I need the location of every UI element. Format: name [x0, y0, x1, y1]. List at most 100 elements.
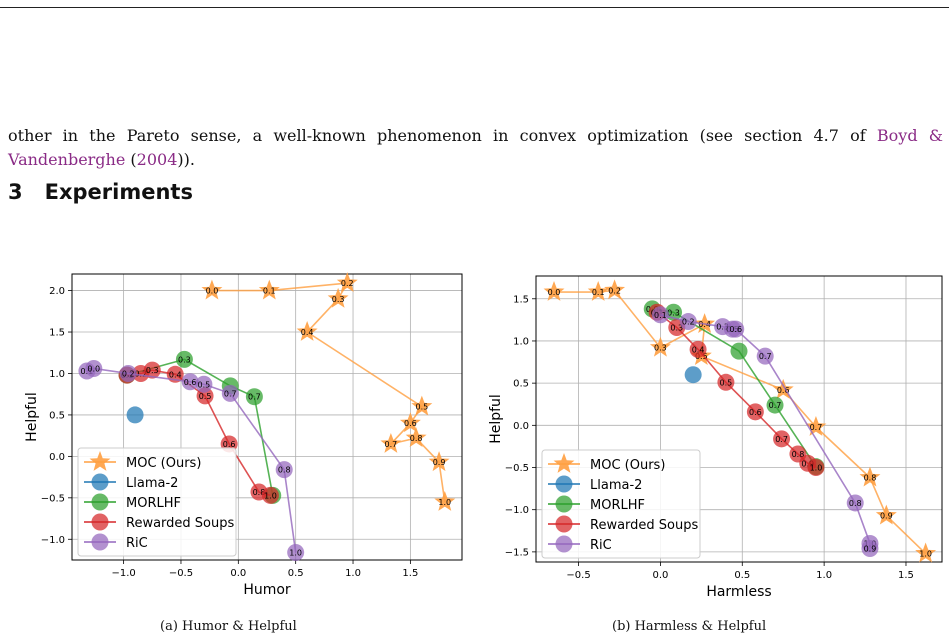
point-label: 1.0 [438, 498, 451, 507]
legend-label: MORLHF [590, 498, 645, 513]
y-axis-label: Helpful [488, 394, 504, 444]
legend-circle-marker [91, 493, 109, 511]
x-tick-label: 1.5 [402, 568, 418, 579]
plot-frame [71, 273, 463, 561]
point-label: 0.4 [301, 328, 314, 337]
point-label: 0.7 [759, 352, 772, 361]
point-label: 0.9 [801, 459, 814, 468]
star-marker [859, 466, 881, 487]
point-label: 1.0 [289, 549, 302, 558]
legend-label: RiC [126, 536, 148, 551]
body-paragraph: other in the Pareto sense, a well-known … [8, 124, 943, 172]
point-label: 0.8 [278, 466, 291, 475]
legend-label: Rewarded Soups [590, 518, 698, 533]
x-tick-label: 0.5 [288, 568, 304, 579]
circle-marker [717, 373, 735, 391]
circle-marker [679, 313, 697, 331]
star-marker [805, 416, 827, 436]
circle-marker [766, 396, 784, 414]
star-marker [543, 281, 565, 301]
x-tick-label: −1.0 [111, 568, 135, 579]
top-rule [0, 7, 949, 8]
circle-marker [85, 360, 103, 378]
legend-star-marker [89, 451, 111, 471]
point-label: 0.0 [87, 365, 100, 374]
point-label: 0.3 [178, 355, 191, 364]
y-tick-label: 0.5 [513, 379, 529, 390]
point-label: 0.8 [792, 450, 805, 459]
star-marker [258, 279, 280, 300]
legend-circle-marker [555, 515, 573, 533]
circle-marker [861, 540, 879, 558]
point-label: 0.8 [864, 474, 877, 483]
circle-marker [684, 366, 702, 384]
circle-marker [287, 544, 305, 562]
paragraph-text-end: )). [177, 150, 195, 169]
y-tick-label: −1.0 [505, 505, 529, 516]
point-label: 0.2 [341, 279, 354, 288]
y-tick-label: 2.0 [49, 286, 65, 297]
legend-label: Llama-2 [590, 478, 642, 493]
circle-marker [727, 320, 745, 338]
point-label: 0.7 [810, 423, 823, 432]
legend-circle-marker [91, 533, 109, 551]
x-tick-label: 1.5 [898, 570, 914, 581]
point-label: 0.3 [332, 295, 345, 304]
point-label: 0.1 [654, 311, 667, 320]
y-axis-label: Helpful [24, 392, 40, 442]
point-label: 0.8 [253, 488, 266, 497]
section-heading: 3 Experiments [8, 180, 193, 204]
circle-marker [651, 306, 669, 324]
point-label: 0.6 [404, 419, 417, 428]
point-label: 0.3 [716, 323, 729, 332]
point-label: 0.4 [692, 345, 705, 354]
circle-marker [689, 340, 707, 358]
point-label: 0.0 [206, 287, 219, 296]
star-marker [604, 279, 626, 300]
caption-b: (b) Harmless & Helpful [612, 619, 767, 634]
section-title: Experiments [44, 180, 193, 204]
point-label: 0.6 [223, 440, 236, 449]
star-marker [875, 504, 897, 525]
circle-marker [245, 388, 263, 406]
y-tick-label: −1.0 [41, 535, 65, 546]
point-label: 0.5 [199, 392, 212, 401]
point-label: 0.3 [667, 308, 680, 317]
point-label: 0.9 [864, 545, 877, 554]
star-marker [694, 313, 716, 333]
point-label: 0.5 [720, 378, 733, 387]
point-label: 0.6 [749, 408, 762, 417]
y-tick-label: 0.5 [49, 410, 65, 421]
point-label: 1.0 [919, 550, 932, 559]
point-label: 0.1 [592, 288, 605, 297]
paragraph-text-mid: ( [125, 150, 137, 169]
circle-marker [807, 459, 825, 477]
point-label: 0.3 [654, 344, 667, 353]
circle-marker [175, 350, 193, 368]
star-marker [649, 336, 671, 357]
point-label: 0.7 [385, 440, 398, 449]
point-label: 0.7 [775, 435, 788, 444]
point-label: 0.3 [146, 366, 159, 375]
star-marker [772, 378, 794, 399]
point-label: 0.4 [169, 370, 182, 379]
citation-link-year[interactable]: 2004 [136, 150, 178, 169]
y-tick-label: 1.0 [513, 336, 529, 347]
point-label: 0.8 [849, 499, 862, 508]
star-marker [915, 542, 937, 563]
legend-label: MORLHF [126, 496, 181, 511]
y-tick-label: −0.5 [505, 463, 529, 474]
star-marker [399, 412, 421, 433]
point-label: 0.6 [184, 378, 197, 387]
chart-humor-helpful: −1.0 −0.5 0.0 0.5 1.0 1.5 −1.0 −0.5 0.0 0.5 1.0 1.5… [24, 272, 463, 598]
circle-marker [756, 347, 774, 365]
y-tick-label: 1.5 [513, 294, 529, 305]
x-tick-label: −0.5 [566, 570, 590, 581]
point-label: 0.1 [263, 287, 276, 296]
star-marker [336, 272, 358, 293]
legend-circle-marker [555, 475, 573, 493]
star-marker [411, 395, 433, 416]
citation-link-authors[interactable]: Boyd & Vandenberghe [8, 126, 943, 169]
star-marker [327, 287, 349, 308]
legend-circle-marker [555, 495, 573, 513]
